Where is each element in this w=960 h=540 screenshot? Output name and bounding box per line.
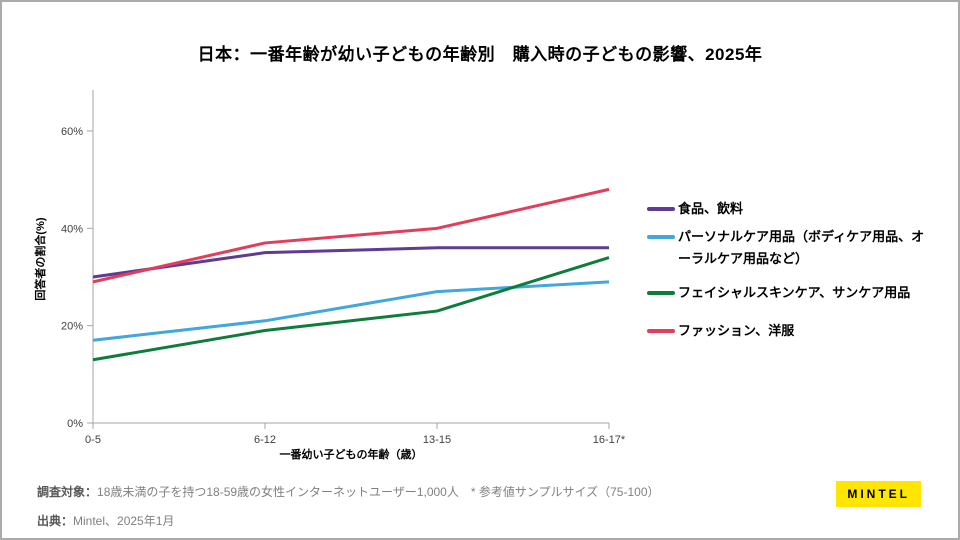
x-tick-label: 0-5	[85, 434, 101, 446]
source-text: Mintel、2025年1月	[73, 514, 175, 528]
legend-item-facial-skincare: フェイシャルスキンケア、サンケア用品	[647, 282, 932, 304]
legend-item-personal-care: パーソナルケア用品（ボディケア用品、オーラルケア用品など）	[647, 226, 932, 270]
legend-item-fashion: ファッション、洋服	[647, 320, 932, 342]
footer-survey-line: 調査対象：18歳未満の子を持つ18-59歳の女性インターネットユーザー1,000…	[37, 483, 660, 500]
survey-label: 調査対象：	[37, 485, 98, 499]
source-label: 出典：	[37, 514, 74, 528]
legend-item-food-drink: 食品、飲料	[647, 198, 932, 220]
x-tick-label: 6-12	[254, 434, 276, 446]
series-line-0	[92, 246, 609, 279]
legend-line-swatch	[647, 207, 675, 211]
mintel-logo: MINTEL	[836, 481, 921, 507]
chart-legend: 食品、飲料 パーソナルケア用品（ボディケア用品、オーラルケア用品など） フェイシ…	[647, 195, 947, 365]
legend-label: フェイシャルスキンケア、サンケア用品	[678, 285, 911, 300]
legend-label: 食品、飲料	[678, 201, 744, 216]
y-tick-label: 0%	[67, 418, 83, 430]
series-line-2	[92, 256, 610, 362]
legend-line-swatch	[647, 235, 675, 239]
x-tick-label: 16-17*	[593, 434, 626, 446]
x-axis-title: 一番幼い子どもの年齢（歳）	[280, 447, 423, 461]
plot-area: 0% 20% 40% 60% 0-5 6-12 13-15 16-17*	[61, 90, 626, 446]
series-line-1	[92, 280, 610, 342]
x-tick-label: 13-15	[423, 434, 451, 446]
legend-label: パーソナルケア用品（ボディケア用品、オーラルケア用品など）	[678, 229, 925, 266]
y-tick-label: 60%	[61, 126, 83, 138]
footer-source-line: 出典：Mintel、2025年1月	[37, 512, 174, 529]
legend-line-swatch	[647, 291, 675, 295]
y-tick-label: 40%	[61, 223, 83, 235]
legend-line-swatch	[647, 329, 675, 333]
y-tick-label: 20%	[61, 321, 83, 333]
legend-label: ファッション、洋服	[678, 323, 795, 338]
series-line-3	[92, 187, 610, 284]
chart-title: 日本：一番年齢が幼い子どもの年齢別 購入時の子どもの影響、2025年	[197, 45, 763, 64]
y-axis-title: 回答者の割合(%)	[33, 217, 47, 300]
survey-text: 18歳未満の子を持つ18-59歳の女性インターネットユーザー1,000人 * 参…	[97, 485, 660, 499]
line-chart: 回答者の割合(%) 一番幼い子どもの年齢（歳） 0% 20% 40% 60% 0-5 6-…	[33, 90, 626, 461]
